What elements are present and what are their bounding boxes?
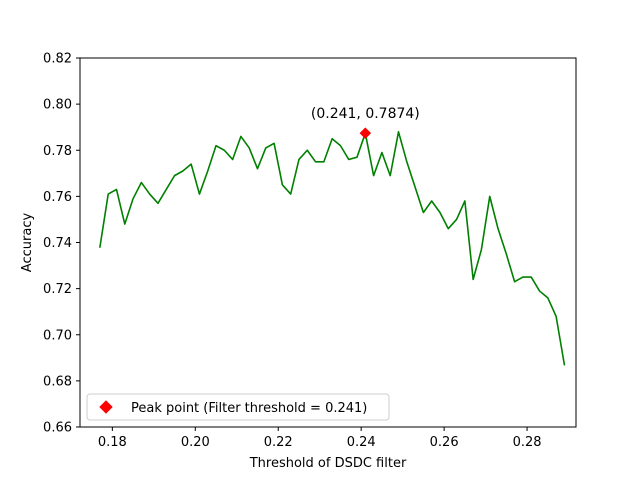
x-tick-label: 0.22 — [264, 435, 293, 450]
peak-annotation: (0.241, 0.7874) — [311, 106, 420, 122]
y-tick-label: 0.76 — [43, 190, 72, 205]
x-tick-label: 0.24 — [347, 435, 376, 450]
y-tick-label: 0.82 — [43, 52, 72, 67]
y-tick-label: 0.70 — [43, 328, 72, 343]
y-tick-label: 0.66 — [43, 421, 72, 436]
x-tick-label: 0.28 — [513, 435, 542, 450]
series-layer — [99, 131, 566, 366]
y-axis-label: Accuracy — [20, 213, 35, 273]
plot-area — [80, 58, 576, 427]
y-axis-ticks: 0.66 0.68 0.70 0.72 0.74 0.76 0.78 0.80 0.82 — [43, 52, 80, 436]
legend-box — [86, 393, 390, 421]
x-axis-ticks: 0.18 0.20 0.22 0.24 0.26 0.28 — [98, 427, 542, 450]
accuracy-series-line — [99, 131, 566, 366]
legend: Peak point (Filter threshold = 0.241) — [86, 393, 390, 421]
x-axis-label: Threshold of DSDC filter — [249, 456, 407, 471]
x-tick-label: 0.18 — [98, 435, 127, 450]
peak-point-marker — [359, 127, 372, 140]
legend-label-peak: Peak point (Filter threshold = 0.241) — [131, 401, 367, 416]
y-tick-label: 0.72 — [43, 282, 72, 297]
y-tick-label: 0.74 — [43, 236, 72, 251]
y-tick-label: 0.80 — [43, 98, 72, 113]
x-tick-label: 0.20 — [181, 435, 210, 450]
y-tick-label: 0.68 — [43, 374, 72, 389]
y-tick-label: 0.78 — [43, 144, 72, 159]
points-layer — [359, 127, 372, 140]
legend-marker-peak — [99, 400, 113, 414]
x-tick-label: 0.26 — [430, 435, 459, 450]
